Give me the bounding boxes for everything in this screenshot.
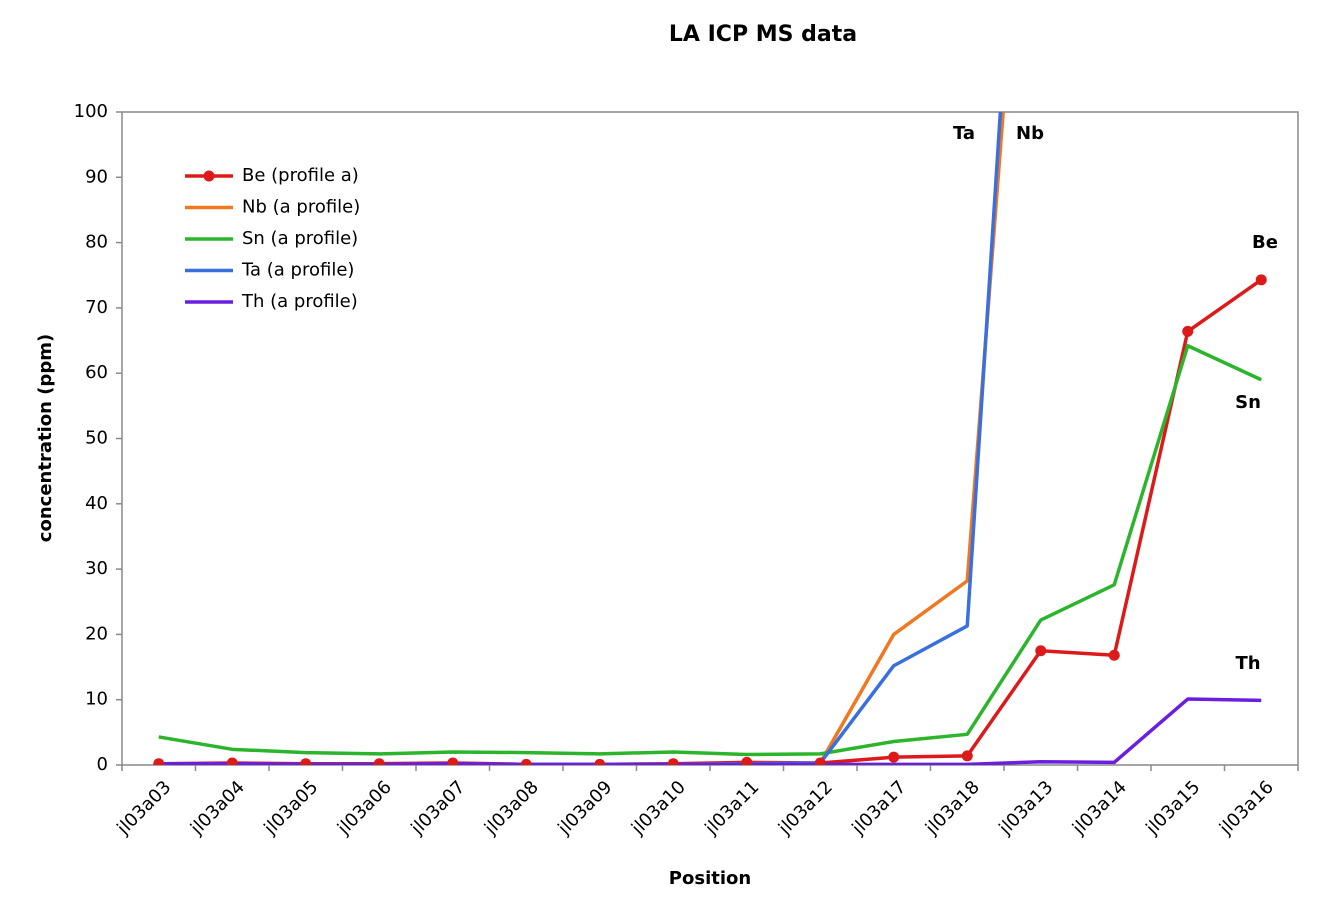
series-line	[158, 697, 1262, 765]
data-point	[888, 751, 900, 763]
y-tick-label: 40	[85, 493, 108, 514]
x-tick-label: jl03a15	[1142, 777, 1205, 840]
x-tick-label: jl03a14	[1068, 777, 1131, 840]
y-tick-label: 10	[85, 689, 108, 710]
data-point	[226, 757, 238, 765]
annotation: Th	[1235, 653, 1260, 674]
x-tick-label: jl03a06	[333, 777, 396, 840]
data-point	[1035, 645, 1047, 657]
y-tick-label: 30	[85, 558, 108, 579]
x-tick-label: jl03a18	[921, 777, 984, 840]
series-line	[158, 278, 1263, 765]
chart-title: LA ICP MS data	[669, 22, 857, 47]
x-tick-label: jl03a10	[627, 777, 690, 840]
y-tick-label: 0	[97, 754, 108, 775]
data-point	[300, 758, 312, 765]
data-point	[373, 758, 385, 765]
x-tick-label: jl03a09	[554, 777, 617, 840]
y-axis-label: concentration (ppm)	[35, 334, 56, 542]
data-point	[1255, 274, 1267, 286]
series-line	[158, 344, 1262, 757]
annotation: Sn	[1235, 392, 1261, 413]
x-tick-label: jl03a03	[113, 777, 176, 840]
data-point	[741, 756, 753, 765]
x-tick-label: jl03a12	[774, 777, 837, 840]
legend-label: Sn (a profile)	[242, 228, 358, 249]
x-tick-label: jl03a11	[701, 777, 764, 840]
legend-label: Ta (a profile)	[241, 260, 354, 281]
legend-label: Be (profile a)	[242, 165, 359, 186]
data-point	[520, 758, 532, 765]
y-tick-label: 90	[85, 166, 108, 187]
legend-label: Th (a profile)	[241, 291, 358, 312]
y-tick-label: 50	[85, 428, 108, 449]
data-point	[961, 750, 973, 762]
legend-marker	[203, 170, 215, 182]
x-tick-label: jl03a05	[260, 777, 323, 840]
data-point	[1108, 649, 1120, 661]
x-tick-label: jl03a16	[1215, 777, 1278, 840]
data-point	[667, 758, 679, 765]
plot-area	[153, 112, 1267, 765]
legend-label: Nb (a profile)	[242, 197, 360, 218]
series-line	[158, 112, 1003, 765]
y-tick-label: 20	[85, 623, 108, 644]
y-tick-label: 100	[74, 101, 108, 122]
annotation: Nb	[1016, 123, 1044, 144]
x-axis-label: Position	[669, 868, 751, 889]
data-point	[153, 758, 165, 765]
data-point	[1182, 325, 1194, 337]
data-point	[594, 758, 606, 765]
x-tick-label: jl03a13	[995, 777, 1058, 840]
y-tick-label: 60	[85, 362, 108, 383]
x-tick-label: jl03a08	[480, 777, 543, 840]
data-point	[447, 757, 459, 765]
data-point	[814, 757, 826, 765]
y-tick-label: 80	[85, 232, 108, 253]
y-tick-label: 70	[85, 297, 108, 318]
annotation: Be	[1252, 232, 1278, 253]
annotation: Ta	[953, 123, 975, 144]
series-line	[158, 112, 1005, 765]
x-tick-label: jl03a07	[407, 777, 470, 840]
x-tick-label: jl03a17	[848, 777, 911, 840]
x-tick-label: jl03a04	[186, 777, 249, 840]
